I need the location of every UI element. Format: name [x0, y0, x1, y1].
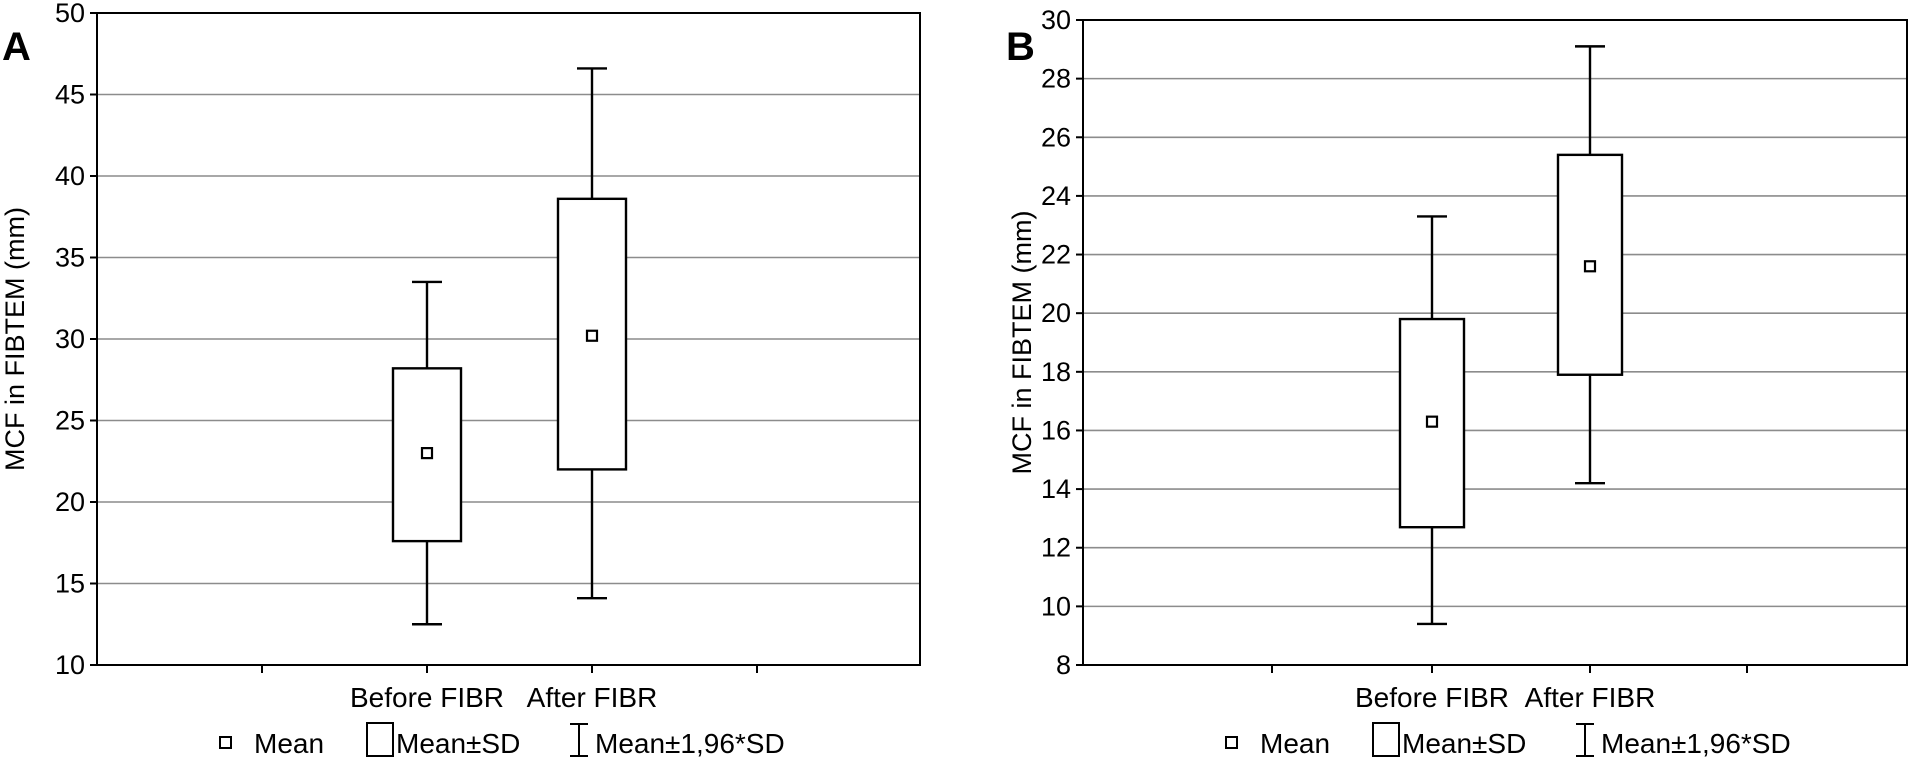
- legend-mean-label: Mean: [254, 728, 324, 759]
- y-tick-label: 40: [55, 161, 85, 191]
- y-tick-label: 10: [1041, 591, 1071, 621]
- legend-mean-marker: [219, 736, 232, 749]
- legend-sd-box: [366, 722, 394, 757]
- y-tick-label: 14: [1041, 474, 1071, 504]
- y-tick-label: 26: [1041, 122, 1071, 152]
- legend-sd-label: Mean±SD: [1402, 728, 1526, 759]
- legend-whisker-label: Mean±1,96*SD: [1601, 728, 1791, 759]
- mean-marker: [585, 329, 599, 342]
- panel-a: A 10 15 20 25 30 35 40 45 50 MCF in FIBTEM (mm) Be…: [0, 0, 921, 759]
- panel-a-letter: A: [2, 25, 31, 69]
- legend-sd-label: Mean±SD: [396, 728, 520, 759]
- y-tick-label: 12: [1041, 533, 1071, 563]
- y-axis-title: MCF in FIBTEM (mm): [0, 207, 30, 471]
- panel-b: B 8 10 12 14 16 18 20 22 24 26 28 30 MCF in FIBTEM (…: [1006, 5, 1908, 759]
- y-tick-label: 15: [55, 569, 85, 599]
- y-tick-label: 18: [1041, 357, 1071, 387]
- y-tick-label: 20: [1041, 298, 1071, 328]
- x-category-label: Before FIBR: [350, 682, 504, 713]
- y-tick-label: 35: [55, 243, 85, 273]
- y-axis-title: MCF in FIBTEM (mm): [1007, 211, 1037, 475]
- y-tick-label: 28: [1041, 64, 1071, 94]
- x-category-label: Before FIBR: [1355, 682, 1509, 713]
- mean-marker: [420, 447, 434, 460]
- x-category-label: After FIBR: [1525, 682, 1656, 713]
- y-tick-label: 10: [55, 650, 85, 680]
- y-tick-label: 16: [1041, 415, 1071, 445]
- legend-mean-label: Mean: [1260, 728, 1330, 759]
- y-tick-label: 30: [1041, 5, 1071, 35]
- panel-b-letter: B: [1006, 25, 1035, 69]
- legend-sd-box: [1372, 722, 1400, 757]
- y-tick-label: 45: [55, 80, 85, 110]
- mean-marker: [1425, 415, 1439, 428]
- y-tick-label: 20: [55, 487, 85, 517]
- plot-frame: [1082, 19, 1908, 666]
- y-tick-label: 24: [1041, 181, 1071, 211]
- y-tick-label: 25: [55, 406, 85, 436]
- y-tick-label: 30: [55, 324, 85, 354]
- mean-marker: [1583, 260, 1597, 273]
- y-tick-label: 50: [55, 0, 85, 28]
- legend-whisker-label: Mean±1,96*SD: [595, 728, 785, 759]
- y-tick-label: 8: [1056, 650, 1071, 680]
- y-tick-label: 22: [1041, 240, 1071, 270]
- x-category-label: After FIBR: [527, 682, 658, 713]
- legend-mean-marker: [1225, 736, 1238, 749]
